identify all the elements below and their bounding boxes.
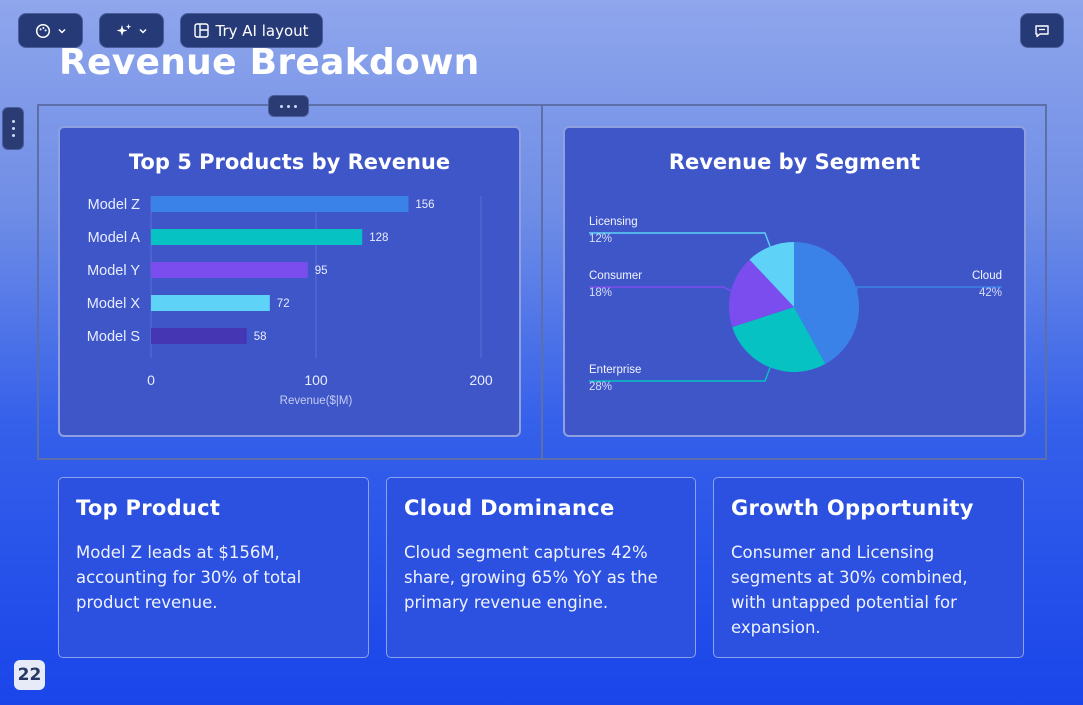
slice-percent: 28% bbox=[589, 381, 612, 393]
insight-text: Model Z leads at $156M, accounting for 3… bbox=[76, 543, 302, 612]
x-tick-label: 200 bbox=[469, 372, 493, 388]
insight-title: Growth Opportunity bbox=[731, 496, 974, 520]
palette-icon bbox=[35, 23, 51, 39]
data-label: 58 bbox=[254, 331, 267, 343]
layout-icon bbox=[194, 23, 210, 38]
bar-chart-card[interactable]: Top 5 Products by Revenue Model Z 156 Mode… bbox=[58, 126, 521, 437]
pie-slice bbox=[794, 242, 859, 364]
slice-label: Enterprise bbox=[589, 364, 641, 376]
ai-menu-button[interactable] bbox=[99, 13, 164, 48]
chevron-down-icon bbox=[138, 26, 148, 36]
bar bbox=[151, 229, 363, 245]
comment-icon bbox=[1034, 23, 1050, 39]
pie-leader-line bbox=[589, 286, 732, 292]
x-axis-label: Revenue($|M) bbox=[280, 395, 353, 407]
category-label: Model S bbox=[87, 329, 140, 345]
page-title: Revenue Breakdown bbox=[59, 42, 480, 83]
category-label: Model X bbox=[87, 296, 141, 312]
bar bbox=[151, 262, 308, 278]
bar bbox=[151, 328, 247, 344]
category-label: Model Y bbox=[87, 263, 140, 279]
pie-slice bbox=[749, 242, 794, 307]
category-label: Model Z bbox=[88, 197, 141, 213]
data-label: 156 bbox=[415, 199, 434, 211]
pie-chart-card[interactable]: Revenue by Segment Cloud 42% Enterprise 28%… bbox=[563, 126, 1026, 437]
insight-text: Cloud segment captures 42% share, growin… bbox=[404, 543, 658, 612]
pie-chart-title: Revenue by Segment bbox=[668, 150, 921, 174]
insight-text: Consumer and Licensing segments at 30% c… bbox=[731, 543, 968, 637]
x-tick-label: 100 bbox=[304, 372, 328, 388]
data-label: 95 bbox=[315, 265, 328, 277]
comments-button[interactable] bbox=[1020, 13, 1064, 48]
pie-slice bbox=[732, 307, 826, 372]
bar-chart-title: Top 5 Products by Revenue bbox=[128, 150, 451, 174]
bar bbox=[151, 295, 270, 311]
sparkle-icon bbox=[116, 23, 132, 39]
slice-label: Licensing bbox=[589, 216, 638, 228]
pie-slice bbox=[729, 259, 794, 328]
insight-card-cloud-dominance[interactable]: Cloud Dominance Cloud segment captures 4… bbox=[386, 477, 696, 658]
slice-percent: 12% bbox=[589, 233, 612, 245]
data-label: 72 bbox=[277, 298, 290, 310]
try-ai-layout-button[interactable]: Try AI layout bbox=[180, 13, 323, 48]
layout-grid-divider[interactable] bbox=[541, 104, 543, 460]
data-label: 128 bbox=[369, 232, 388, 244]
bar bbox=[151, 196, 409, 212]
page-number-badge: 22 bbox=[14, 660, 45, 690]
top-drag-handle[interactable] bbox=[268, 95, 309, 117]
category-label: Model A bbox=[88, 230, 141, 246]
pie-leader-line bbox=[589, 232, 771, 247]
side-drag-handle[interactable] bbox=[2, 107, 24, 150]
slice-percent: 42% bbox=[979, 287, 1002, 299]
try-ai-layout-label: Try AI layout bbox=[215, 21, 309, 40]
pie-leader-line bbox=[589, 367, 771, 382]
slice-label: Consumer bbox=[589, 270, 642, 282]
insight-title: Top Product bbox=[76, 496, 221, 520]
theme-menu-button[interactable] bbox=[18, 13, 83, 48]
insight-title: Cloud Dominance bbox=[404, 496, 615, 520]
insight-card-top-product[interactable]: Top Product Model Z leads at $156M, acco… bbox=[58, 477, 369, 658]
slice-label: Cloud bbox=[972, 270, 1002, 282]
pie-chart: Cloud 42% Enterprise 28% Consumer 18% Licensin… bbox=[589, 216, 1002, 393]
chevron-down-icon bbox=[57, 26, 67, 36]
x-tick-label: 0 bbox=[147, 372, 155, 388]
insight-card-growth-opportunity[interactable]: Growth Opportunity Consumer and Licensin… bbox=[713, 477, 1024, 658]
slice-percent: 18% bbox=[589, 287, 612, 299]
pie-leader-line bbox=[856, 286, 1002, 291]
bar-chart: Model Z 156 Model A 128 Model Y 95 Model X 72 Mo… bbox=[87, 196, 493, 407]
